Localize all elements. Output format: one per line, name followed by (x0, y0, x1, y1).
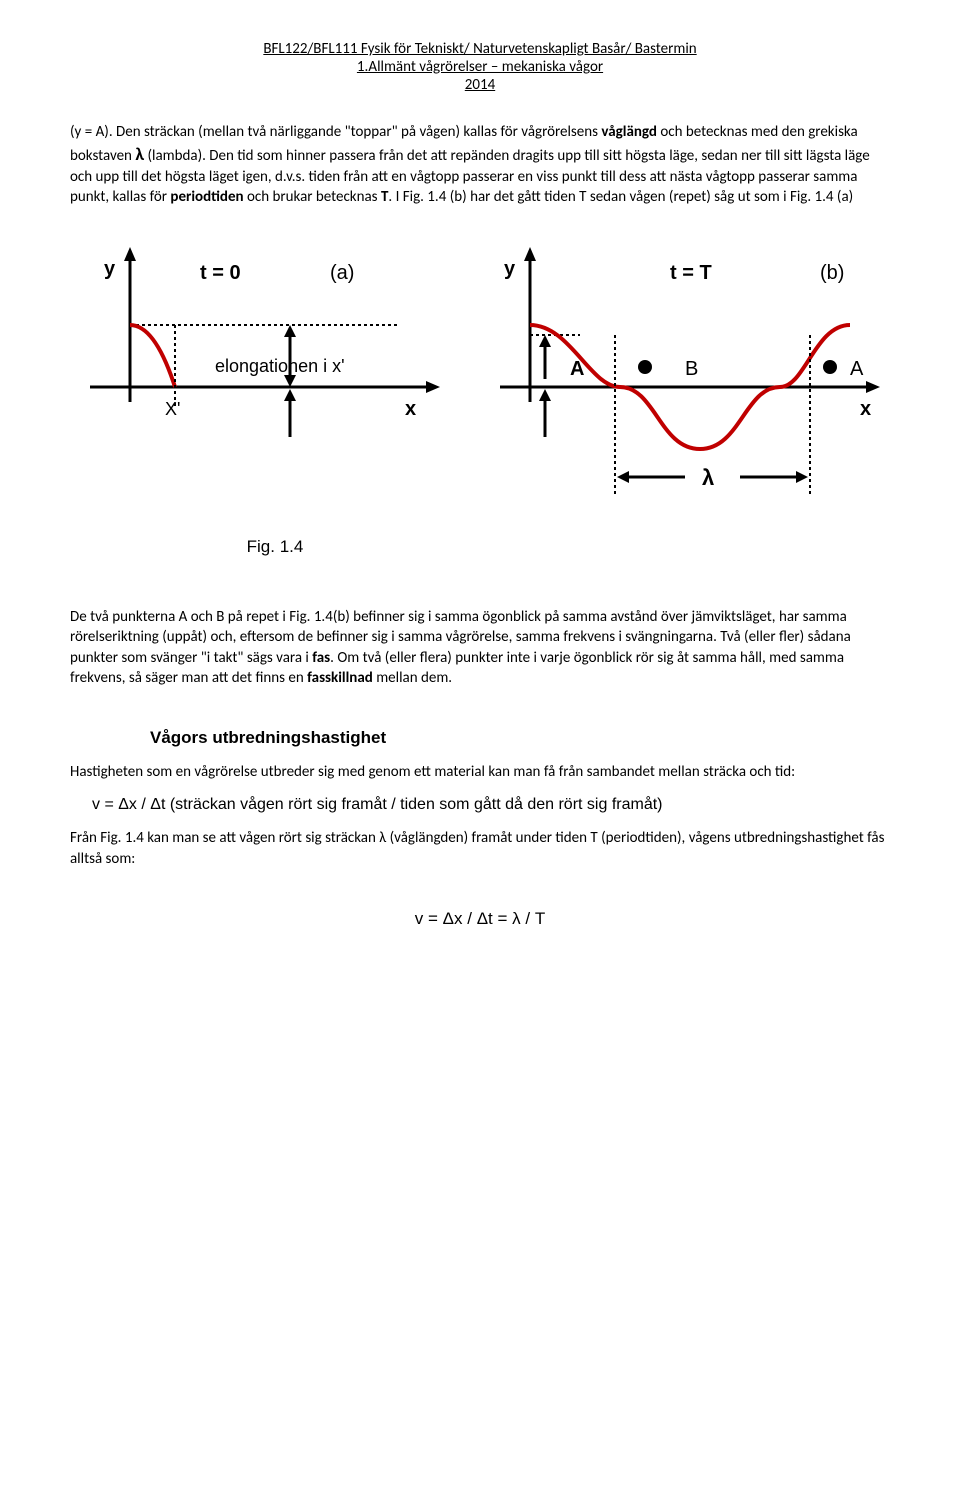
fig-b-y-label: y (504, 258, 516, 280)
fig-b-A2-label: A (850, 358, 864, 380)
fig-b-x-axis-label: x (860, 398, 871, 420)
section-title-hastighet: Vågors utbredningshastighet (150, 728, 890, 748)
fig-b-A-label: A (570, 358, 584, 380)
paragraph-4: Från Fig. 1.4 kan man se att vågen rört … (70, 828, 890, 869)
fig-a-panel-label: (a) (330, 262, 354, 284)
figure-caption: Fig. 1.4 (200, 537, 350, 557)
paragraph-1: (y = A). Den sträckan (mellan två närlig… (70, 122, 890, 207)
p2-bold-fas: fas (312, 649, 330, 667)
fig-b-t-label: t = T (670, 262, 712, 284)
p2-text: mellan dem. (373, 669, 452, 687)
page-header: BFL122/BFL111 Fysik för Tekniskt/ Naturv… (70, 40, 890, 94)
figure-panel-b: y t = T (b) A B A x λ (490, 237, 890, 517)
figure-panel-a: y t = 0 (a) elongationen i x' X' x (70, 237, 450, 467)
fig-a-t-label: t = 0 (200, 262, 241, 284)
p1-text: (y = A). Den sträckan (mellan två närlig… (70, 123, 601, 141)
p1-text: . I Fig. 1.4 (b) har det gått tiden T se… (388, 188, 853, 206)
fig-b-panel-label: (b) (820, 262, 844, 284)
p1-text: och brukar betecknas (244, 188, 381, 206)
fig-a-elongation-label: elongationen i x' (215, 356, 345, 376)
p1-bold-vaglangd: våglängd (601, 123, 657, 141)
equation-2: v = Δx / Δt = λ / T (70, 909, 890, 929)
p2-bold-fasskillnad: fasskillnad (307, 669, 373, 687)
paragraph-3: Hastigheten som en vågrörelse utbreder s… (70, 762, 890, 782)
fig-a-y-label: y (104, 258, 116, 280)
p1-bold-periodtiden: periodtiden (170, 188, 243, 206)
figure-1-4: y t = 0 (a) elongationen i x' X' x y t =… (70, 237, 890, 517)
header-topic: 1.Allmänt vågrörelser – mekaniska vågor (70, 58, 890, 76)
p1-lambda: λ (135, 143, 144, 165)
fig-a-x-axis-label: x (405, 398, 416, 420)
fig-b-B-label: B (685, 358, 698, 380)
paragraph-2: De två punkterna A och B på repet i Fig.… (70, 607, 890, 688)
equation-1: v = Δx / Δt (sträckan vågen rört sig fra… (92, 796, 890, 814)
header-year: 2014 (70, 76, 890, 94)
header-course: BFL122/BFL111 Fysik för Tekniskt/ Naturv… (70, 40, 890, 58)
fig-a-xprime-label: X' (165, 399, 180, 419)
fig-b-lambda-label: λ (702, 465, 714, 490)
